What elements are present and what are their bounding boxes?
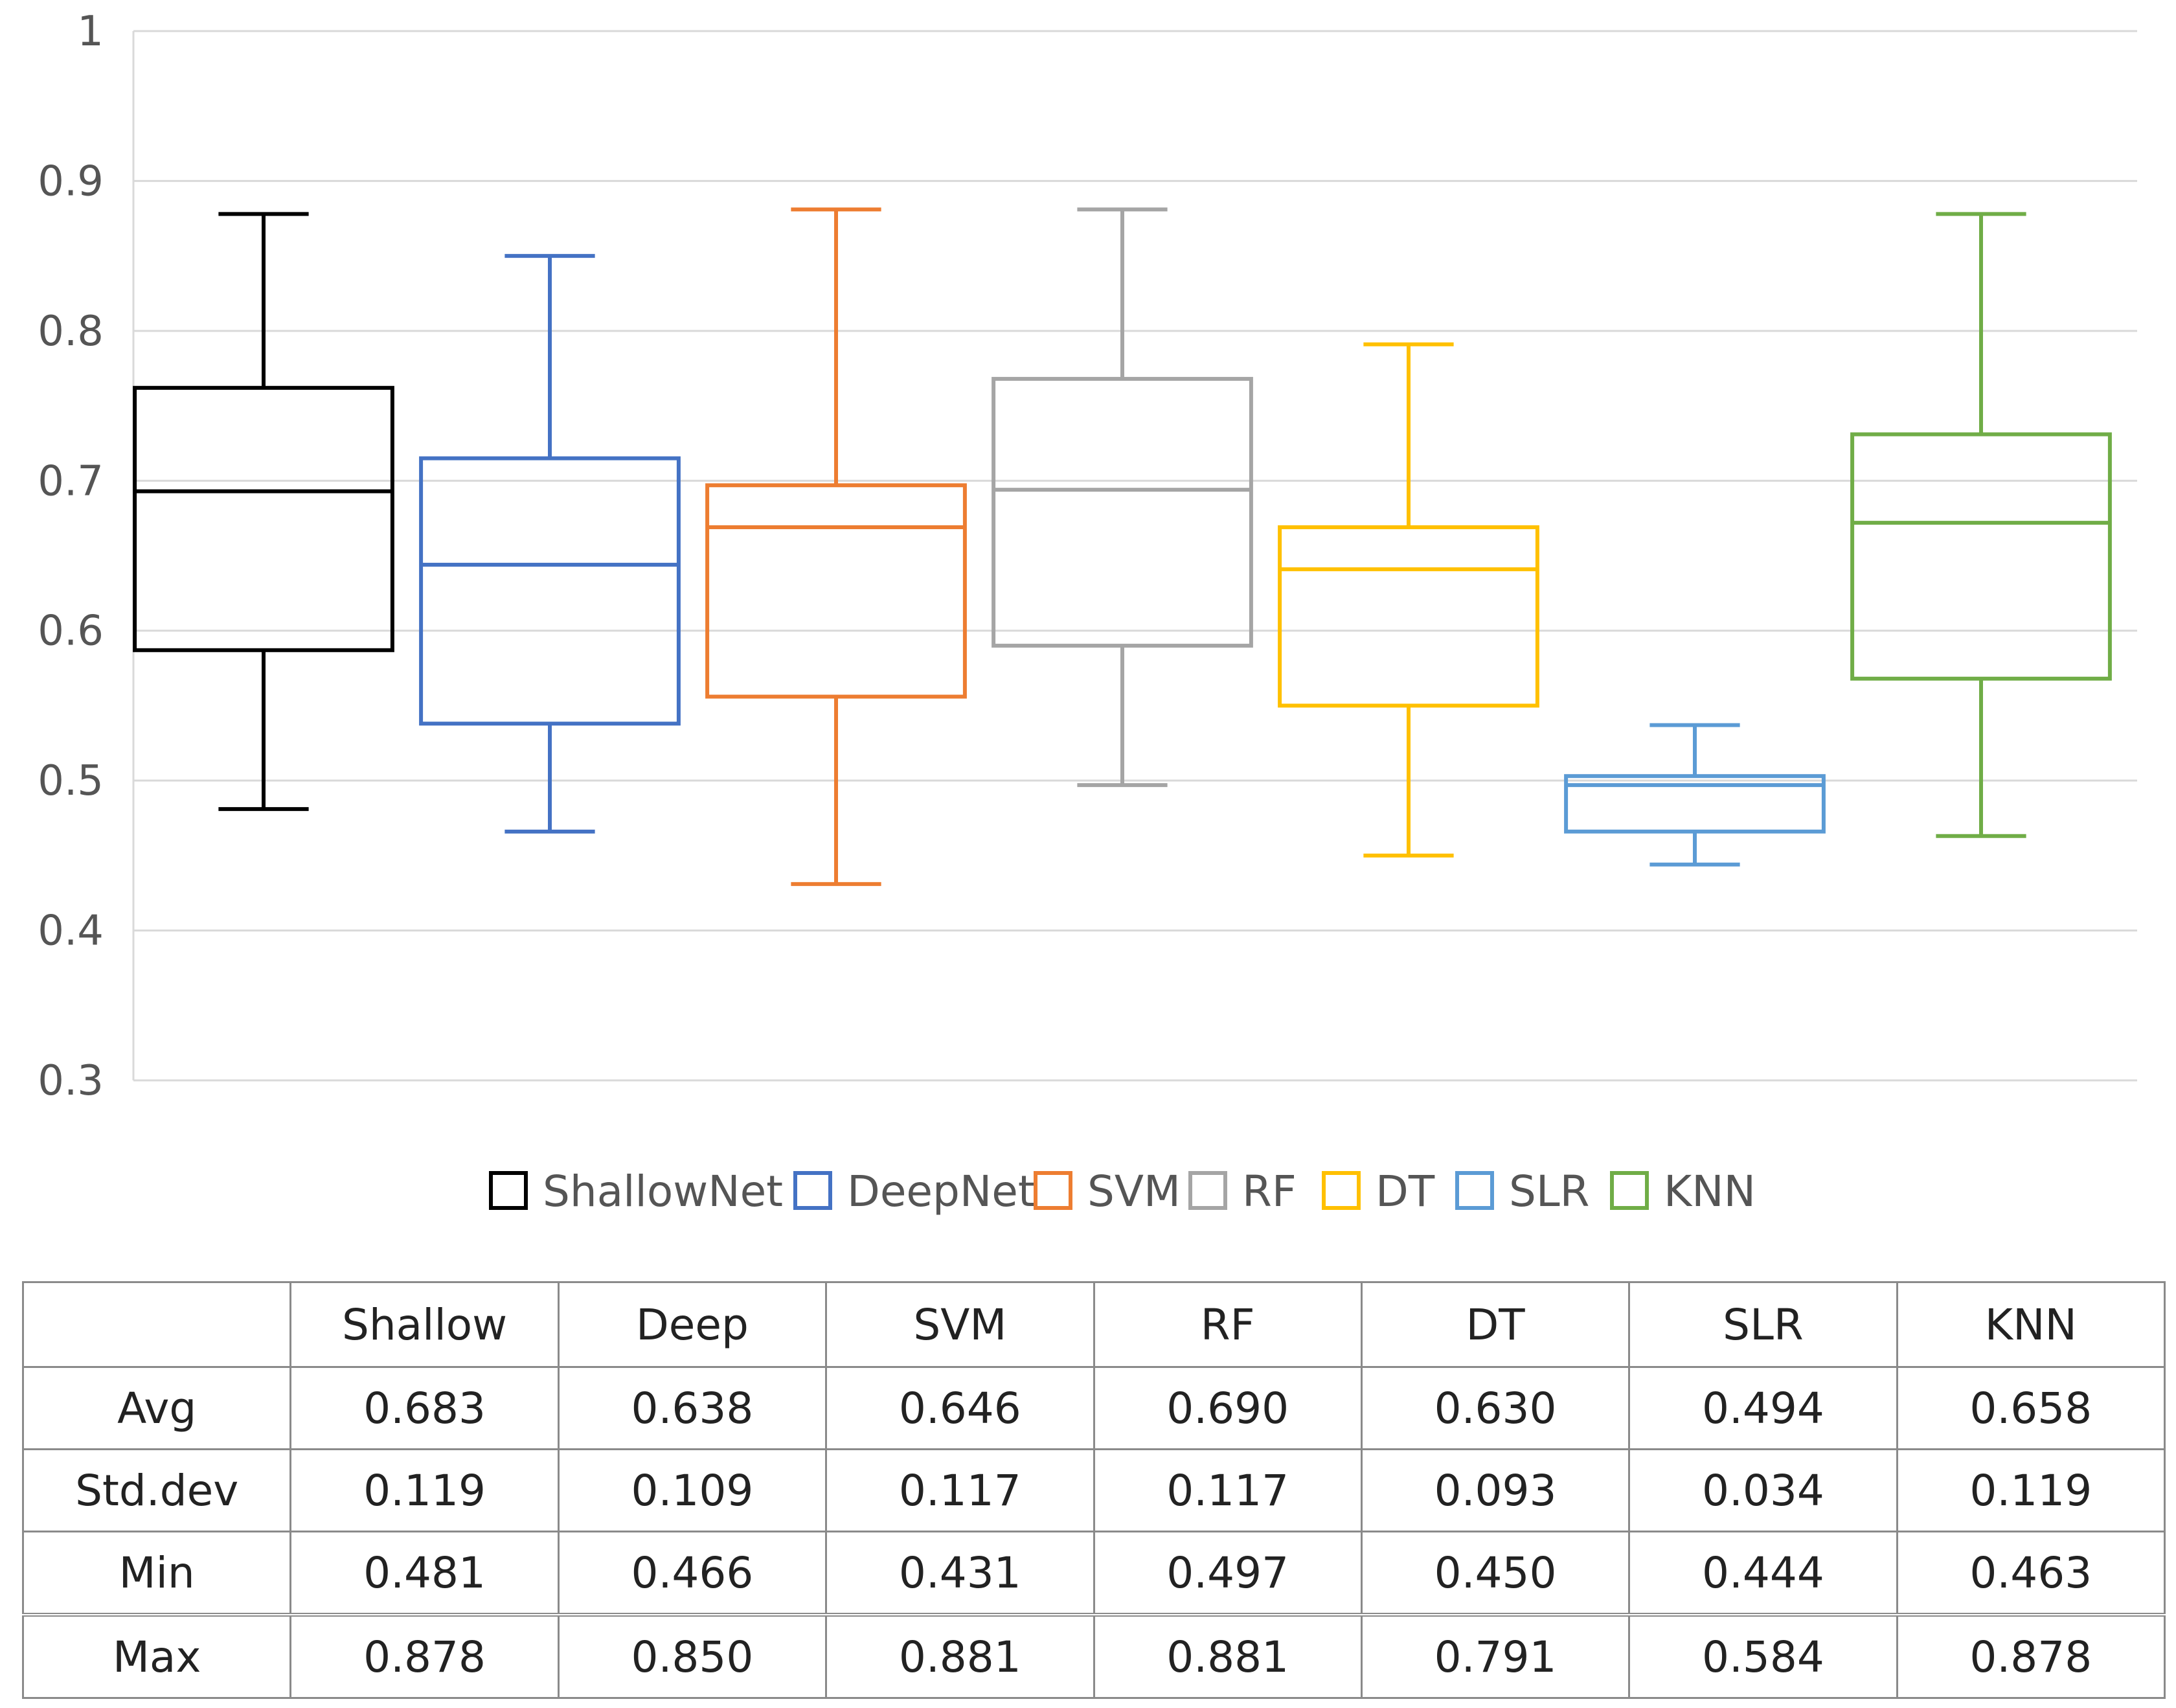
table-cell: 0.791 — [1360, 1613, 1631, 1699]
legend-item-dt: DT — [1322, 1167, 1435, 1216]
table-cell: 0.850 — [557, 1613, 828, 1699]
legend-label: DT — [1376, 1167, 1435, 1216]
table-header-svm: SVM — [825, 1281, 1095, 1368]
box-svm — [705, 207, 967, 886]
table-cell: 0.497 — [1093, 1531, 1363, 1616]
table-cell: 0.109 — [557, 1448, 828, 1532]
box-knn — [1850, 212, 2112, 838]
legend-label: KNN — [1664, 1167, 1756, 1216]
y-tick-label: 0.6 — [38, 608, 104, 655]
table-header-rf: RF — [1093, 1281, 1363, 1368]
table-cell: 0.466 — [557, 1531, 828, 1616]
legend-swatch — [1188, 1171, 1227, 1210]
table-cell: 0.878 — [289, 1613, 560, 1699]
table-cell: 0.690 — [1093, 1366, 1363, 1450]
iqr-box — [133, 385, 394, 652]
table-cell: 0.119 — [1896, 1448, 2166, 1532]
legend: ShallowNet DeepNet SVM RF DT SLR KNN — [489, 1167, 1756, 1216]
legend-label: SLR — [1509, 1167, 1590, 1216]
legend-label: SVM — [1087, 1167, 1181, 1216]
table-cell: 0.463 — [1896, 1531, 2166, 1616]
legend-item-deepnet: DeepNet — [793, 1167, 1035, 1216]
boxes — [133, 207, 2112, 886]
table-cell: 0.093 — [1360, 1448, 1631, 1532]
row-label: Max — [21, 1613, 292, 1699]
legend-item-knn: KNN — [1610, 1167, 1756, 1216]
legend-swatch — [1455, 1171, 1494, 1210]
table-cell: 0.584 — [1628, 1613, 1898, 1699]
box-slr — [1564, 723, 1826, 867]
table-cell: 0.034 — [1628, 1448, 1898, 1532]
legend-swatch — [1610, 1171, 1649, 1210]
box-shallownet — [133, 212, 394, 812]
box-dt — [1278, 342, 1539, 858]
iqr-box — [1278, 525, 1539, 708]
legend-label: RF — [1242, 1167, 1297, 1216]
table-cell: 0.117 — [825, 1448, 1095, 1532]
legend-swatch — [793, 1171, 832, 1210]
table-cell: 0.878 — [1896, 1613, 2166, 1699]
iqr-box — [419, 456, 681, 726]
y-tick-label: 0.9 — [38, 157, 104, 205]
row-label: Min — [21, 1531, 292, 1616]
row-label: Avg — [21, 1366, 292, 1450]
legend-label: ShallowNet — [543, 1167, 783, 1216]
table-row-stddev: Std.dev 0.119 0.109 0.117 0.117 0.093 0.… — [21, 1448, 2166, 1532]
legend-item-svm: SVM — [1034, 1167, 1181, 1216]
table-header-slr: SLR — [1628, 1281, 1898, 1368]
box-deepnet — [419, 254, 681, 834]
table-cell: 0.881 — [825, 1613, 1095, 1699]
legend-swatch — [1322, 1171, 1361, 1210]
y-tick-label: 0.8 — [38, 308, 104, 356]
table-cell: 0.658 — [1896, 1366, 2166, 1450]
gridlines — [132, 30, 2137, 1082]
table-header-shallow: Shallow — [289, 1281, 560, 1368]
table-header-deep: Deep — [557, 1281, 828, 1368]
table-header-dt: DT — [1360, 1281, 1631, 1368]
table-cell: 0.444 — [1628, 1531, 1898, 1616]
table-cell: 0.638 — [557, 1366, 828, 1450]
legend-swatch — [1034, 1171, 1072, 1210]
iqr-box — [705, 483, 967, 699]
table-row-avg: Avg 0.683 0.638 0.646 0.690 0.630 0.494 … — [21, 1366, 2166, 1450]
table-cell: 0.683 — [289, 1366, 560, 1450]
table-cell: 0.450 — [1360, 1531, 1631, 1616]
legend-item-slr: SLR — [1455, 1167, 1590, 1216]
iqr-box — [1564, 774, 1826, 834]
stats-table: Shallow Deep SVM RF DT SLR KNN Avg 0.683… — [21, 1281, 2166, 1699]
y-tick-label: 0.4 — [38, 907, 104, 955]
table-cell: 0.119 — [289, 1448, 560, 1532]
table-cell: 0.117 — [1093, 1448, 1363, 1532]
y-axis-ticks: 0.3 0.4 0.5 0.6 0.7 0.8 0.9 1 — [38, 8, 104, 1105]
legend-item-rf: RF — [1188, 1167, 1297, 1216]
iqr-box — [1850, 432, 2112, 681]
table-cell: 0.481 — [289, 1531, 560, 1616]
legend-label: DeepNet — [847, 1167, 1035, 1216]
y-tick-label: 0.3 — [38, 1057, 104, 1105]
table-cell: 0.630 — [1360, 1366, 1631, 1450]
table-cell: 0.881 — [1093, 1613, 1363, 1699]
y-tick-label: 0.7 — [38, 457, 104, 505]
row-label: Std.dev — [21, 1448, 292, 1532]
legend-item-shallownet: ShallowNet — [489, 1167, 783, 1216]
y-tick-label: 0.5 — [38, 757, 104, 805]
table-row-max: Max 0.878 0.850 0.881 0.881 0.791 0.584 … — [21, 1613, 2166, 1699]
table-cell: 0.494 — [1628, 1366, 1898, 1450]
table-header-corner — [21, 1281, 292, 1368]
table-cell: 0.646 — [825, 1366, 1095, 1450]
y-tick-label: 1 — [77, 8, 104, 56]
table-header-row: Shallow Deep SVM RF DT SLR KNN — [21, 1281, 2166, 1368]
iqr-box — [992, 376, 1253, 648]
table-row-min: Min 0.481 0.466 0.431 0.497 0.450 0.444 … — [21, 1531, 2166, 1616]
boxplot-chart: 0.3 0.4 0.5 0.6 0.7 0.8 0.9 1 ShallowNet DeepNet… — [38, 8, 2137, 1216]
table-cell: 0.431 — [825, 1531, 1095, 1616]
legend-swatch — [489, 1171, 528, 1210]
box-rf — [992, 207, 1253, 788]
table-header-knn: KNN — [1896, 1281, 2166, 1368]
